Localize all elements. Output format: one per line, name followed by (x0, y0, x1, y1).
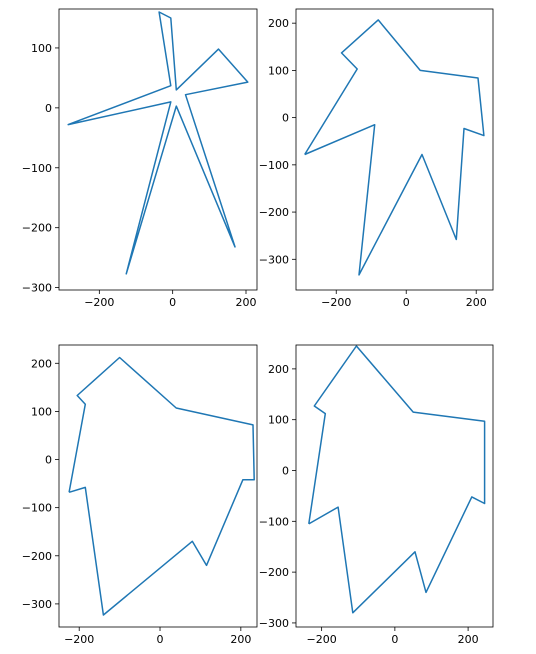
y-tick-label: 0 (45, 102, 52, 115)
x-tick-label: 0 (391, 633, 398, 646)
axes-frame (295, 8, 494, 291)
x-tick-label: −200 (321, 296, 351, 309)
y-tick-label: −100 (22, 502, 52, 515)
subplot-3: −200 0 200 −300 −200 −100 0 100 200 (22, 344, 258, 646)
x-tick-label: −200 (84, 296, 114, 309)
y-tick-label: −100 (259, 515, 289, 528)
subplot-4: −200 0 200 −300 −200 −100 0 100 200 (259, 344, 494, 646)
y-tick-label: 200 (268, 363, 289, 376)
y-tick-label: 0 (282, 112, 289, 125)
y-tick-label: −300 (22, 282, 52, 295)
y-tick-label: 200 (31, 357, 52, 370)
y-tick-label: −100 (22, 162, 52, 175)
axes-frame (58, 344, 258, 628)
series-line-1 (308, 345, 486, 614)
subplot-2: −200 0 200 −300 −200 −100 0 100 200 (259, 8, 494, 309)
y-tick-label: 100 (268, 414, 289, 427)
y-tick-label: 0 (45, 454, 52, 467)
x-tick-label: −200 (64, 633, 94, 646)
y-tick-label: −200 (259, 206, 289, 219)
y-tick-label: −300 (22, 598, 52, 611)
x-tick-label: 200 (458, 633, 479, 646)
y-tick-label: −200 (259, 566, 289, 579)
y-tick-label: 100 (31, 42, 52, 55)
x-tick-label: 0 (169, 296, 176, 309)
y-tick-label: −300 (259, 617, 289, 630)
subplot-1: −200 0 200 −300 −200 −100 0 100 (22, 8, 258, 309)
y-tick-label: −100 (259, 159, 289, 172)
x-tick-label: −200 (307, 633, 337, 646)
series-line-1 (304, 19, 485, 276)
x-tick-label: 200 (230, 633, 251, 646)
y-tick-label: 200 (268, 17, 289, 30)
y-tick-label: −200 (22, 222, 52, 235)
y-tick-label: −300 (259, 253, 289, 266)
x-tick-label: 0 (403, 296, 410, 309)
x-tick-label: 200 (236, 296, 257, 309)
y-tick-label: 100 (268, 64, 289, 77)
y-tick-label: 100 (31, 405, 52, 418)
x-tick-label: 0 (157, 633, 164, 646)
series-line-1 (67, 11, 249, 275)
y-tick-label: 0 (282, 465, 289, 478)
y-tick-label: −200 (22, 550, 52, 563)
series-line-1 (68, 356, 255, 616)
axes-frame (58, 8, 258, 291)
x-tick-label: 200 (466, 296, 487, 309)
